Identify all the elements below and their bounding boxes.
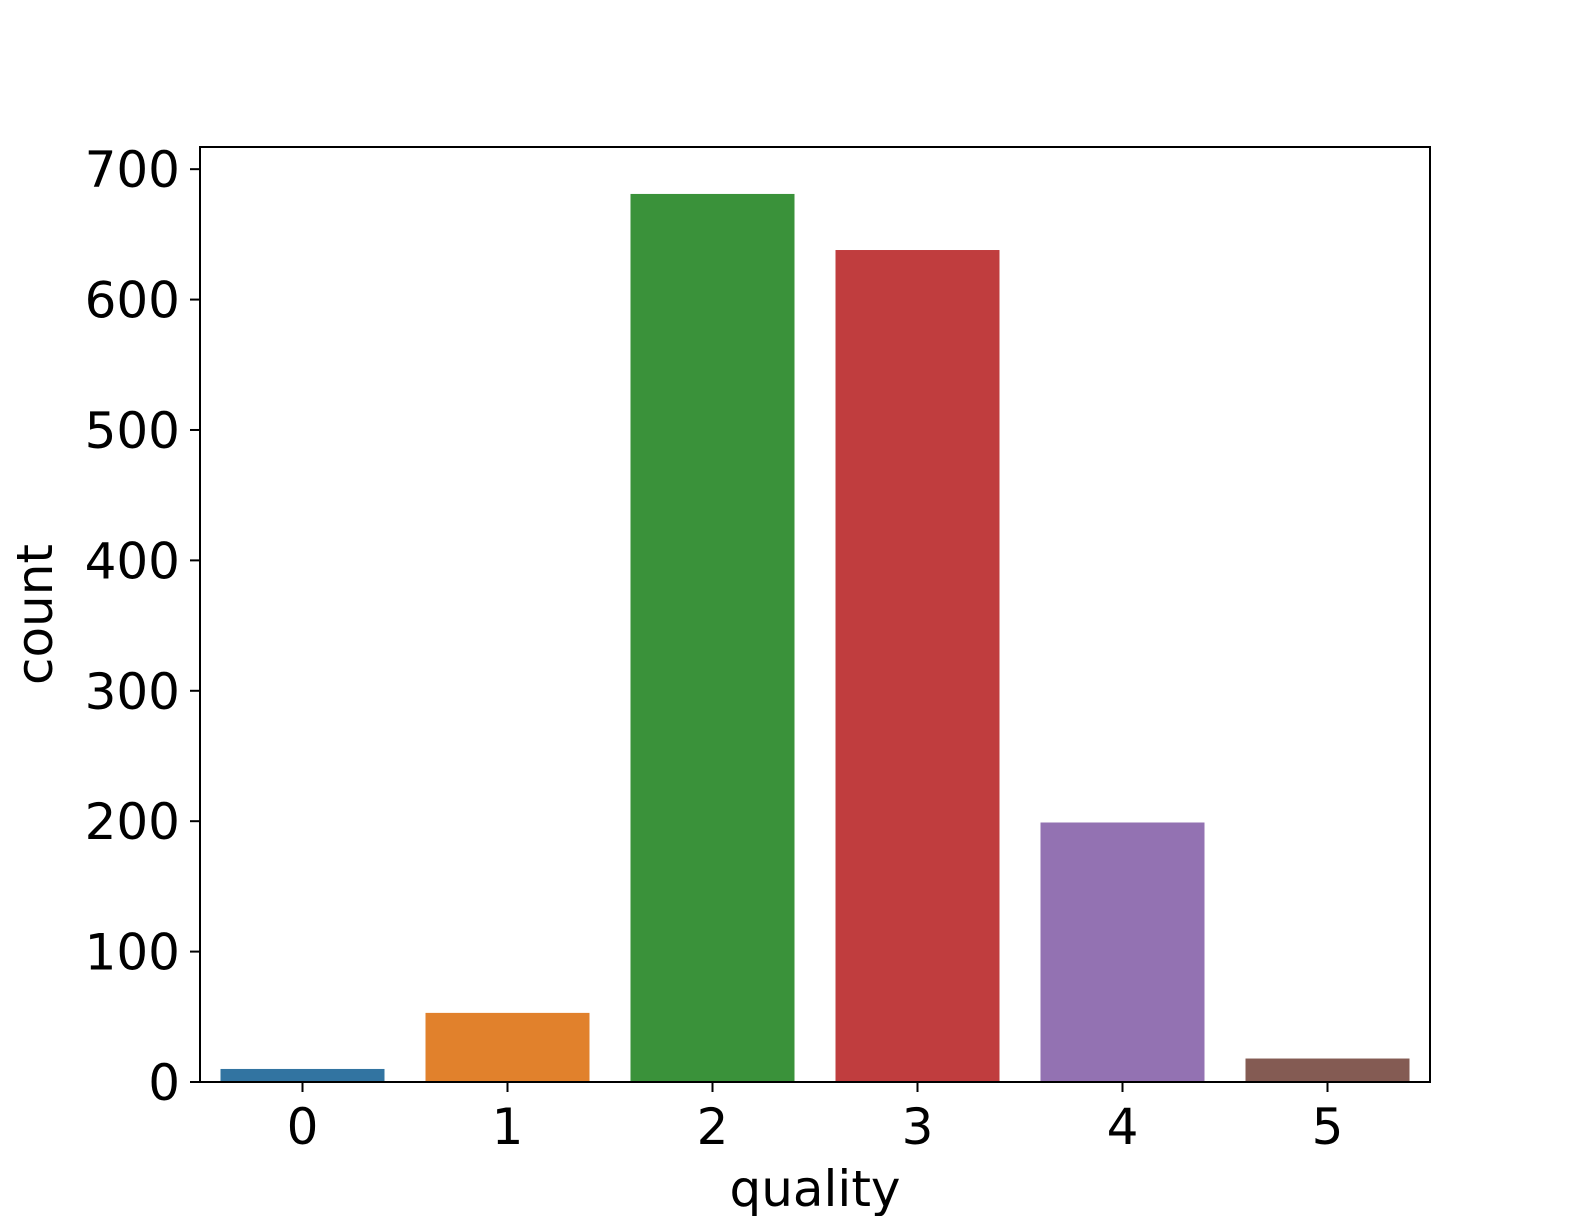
x-tick-label: 4: [1107, 1098, 1139, 1156]
y-tick-label: 0: [148, 1054, 180, 1112]
x-axis-label: quality: [729, 1160, 900, 1216]
plot-area-frame: [199, 146, 1431, 1083]
bar-1: [425, 1012, 590, 1082]
y-tick-label: 300: [85, 663, 180, 721]
x-tick-label: 5: [1312, 1098, 1344, 1156]
y-tick-label: 200: [85, 793, 180, 851]
x-tick-label: 1: [492, 1098, 524, 1156]
bar-3: [835, 250, 1000, 1082]
bar-0: [220, 1068, 385, 1082]
x-tick-label: 3: [902, 1098, 934, 1156]
y-tick-label: 700: [85, 141, 180, 199]
y-tick-label: 400: [85, 532, 180, 590]
ticks-layer: 0 1 2 3 4 5 0 100 200 300 400 500 600 700: [85, 141, 1344, 1156]
bar-5: [1245, 1058, 1410, 1082]
y-tick-label: 500: [85, 402, 180, 460]
x-tick-label: 2: [697, 1098, 729, 1156]
y-tick-label: 100: [85, 924, 180, 982]
x-tick-label: 0: [287, 1098, 319, 1156]
y-axis-label: count: [6, 544, 64, 685]
y-tick-label: 600: [85, 272, 180, 330]
bar-2: [630, 193, 795, 1082]
bar-4: [1040, 822, 1205, 1082]
bars-layer: [220, 193, 1410, 1082]
